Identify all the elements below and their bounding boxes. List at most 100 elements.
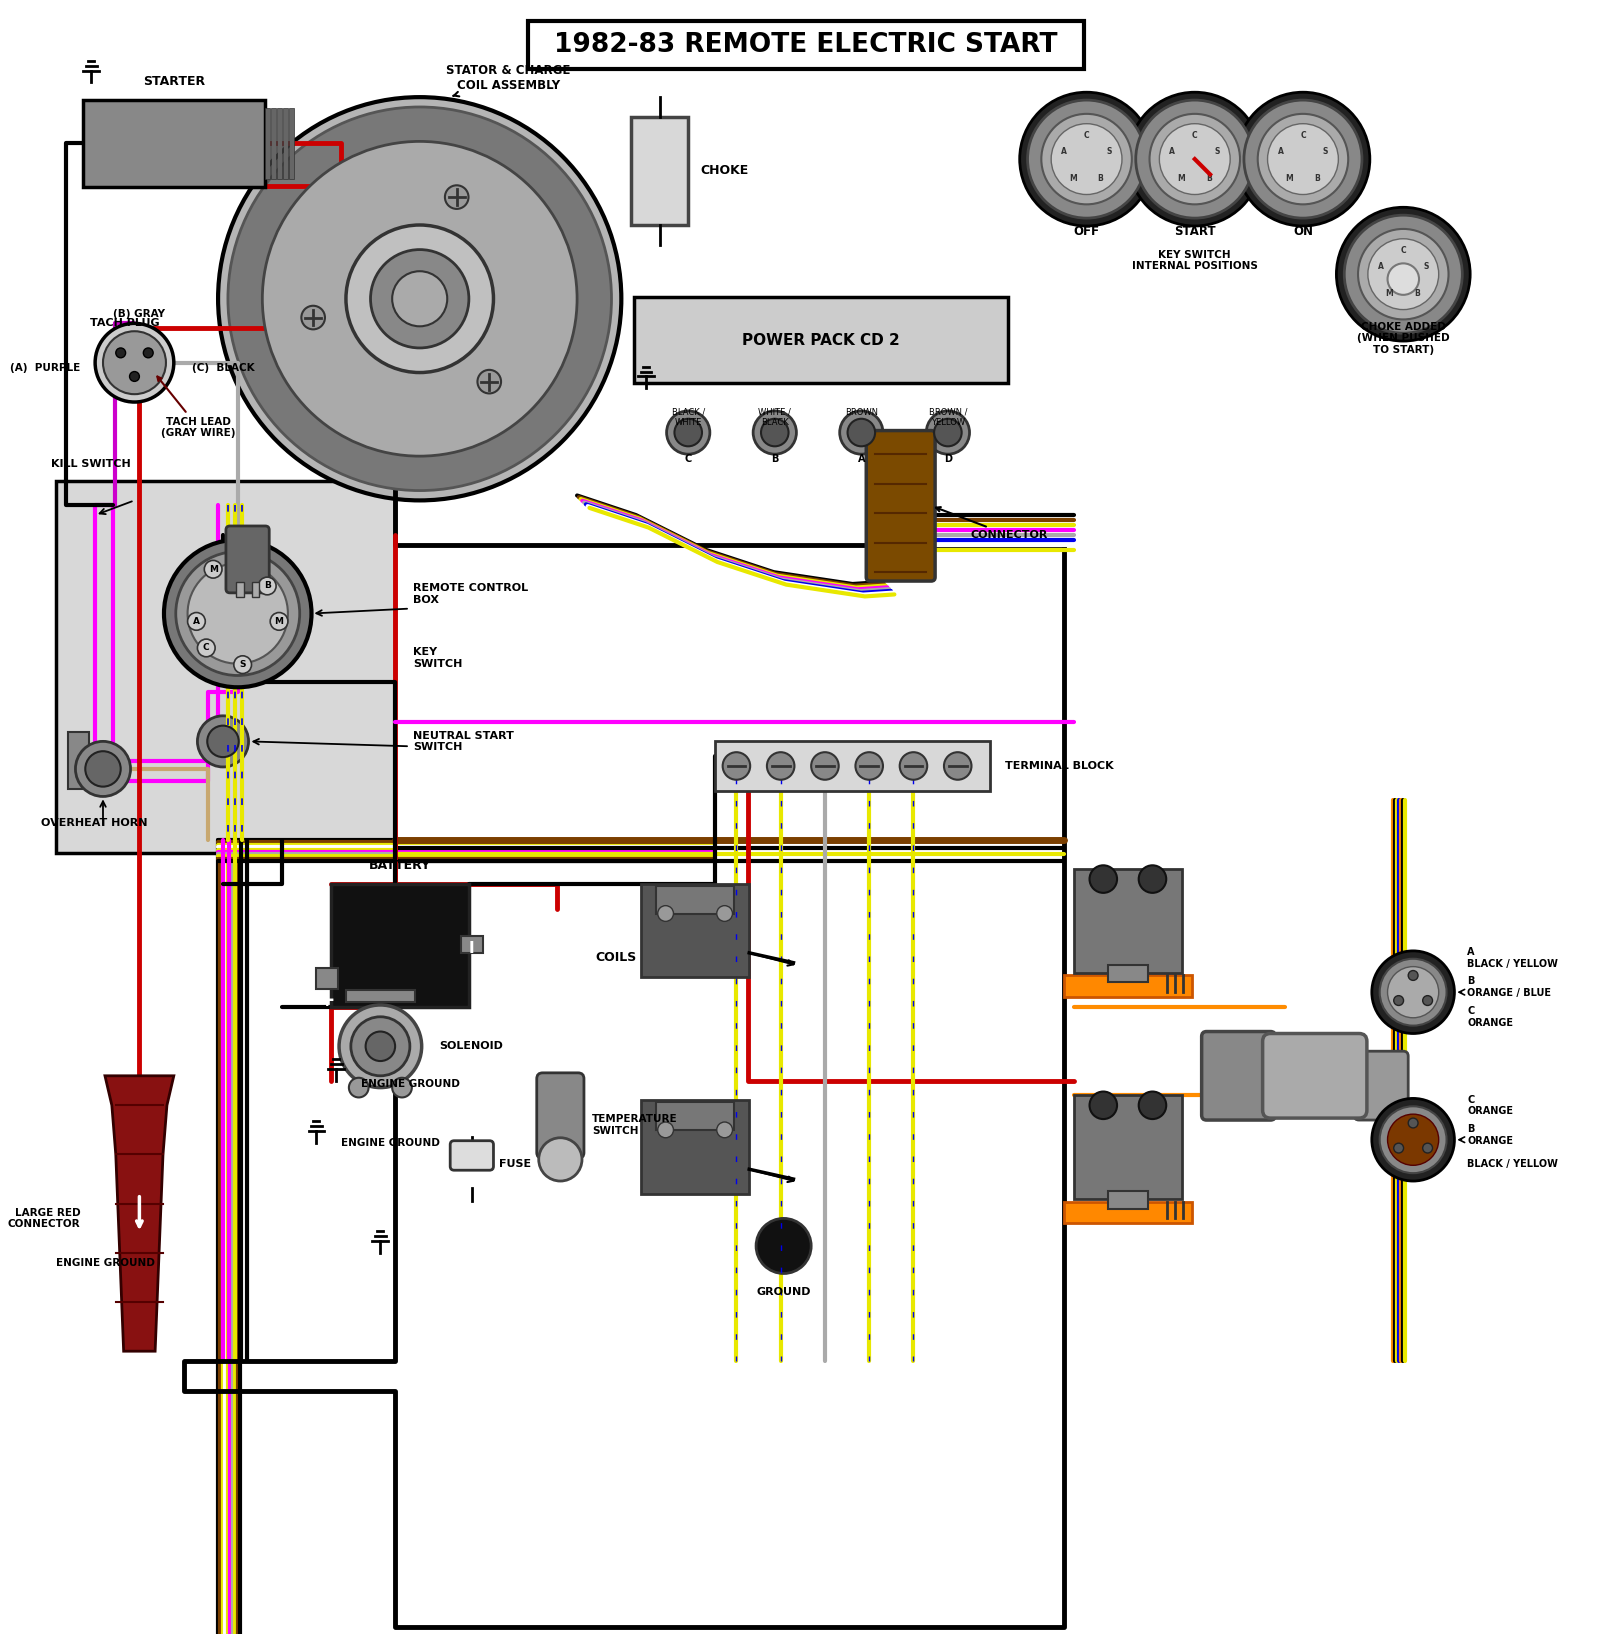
Text: D: D <box>944 453 952 465</box>
Circle shape <box>102 331 166 394</box>
Circle shape <box>840 410 883 455</box>
Circle shape <box>349 1078 368 1098</box>
Bar <box>346 990 414 1002</box>
Circle shape <box>926 410 970 455</box>
Circle shape <box>197 715 248 766</box>
Circle shape <box>717 1122 733 1137</box>
Bar <box>642 883 749 977</box>
Circle shape <box>144 348 154 358</box>
Circle shape <box>85 751 120 786</box>
Text: 1982-83 REMOTE ELECTRIC START: 1982-83 REMOTE ELECTRIC START <box>554 31 1058 58</box>
Text: M: M <box>1178 173 1184 183</box>
Circle shape <box>130 371 139 381</box>
Circle shape <box>934 419 962 447</box>
Circle shape <box>187 564 288 664</box>
Circle shape <box>658 1122 674 1137</box>
Text: NEUTRAL START
SWITCH: NEUTRAL START SWITCH <box>413 730 514 751</box>
Circle shape <box>1149 114 1240 204</box>
Text: BLACK / YELLOW: BLACK / YELLOW <box>1467 1159 1558 1170</box>
Circle shape <box>1371 1099 1454 1182</box>
Text: SOLENOID: SOLENOID <box>440 1042 504 1051</box>
Circle shape <box>176 552 299 676</box>
Text: B
ORANGE: B ORANGE <box>1467 1124 1514 1145</box>
Circle shape <box>1237 92 1370 226</box>
Circle shape <box>371 249 469 348</box>
Circle shape <box>1267 124 1338 194</box>
Bar <box>1064 976 1192 997</box>
Text: C: C <box>1083 130 1090 140</box>
Text: M: M <box>208 565 218 574</box>
Bar <box>270 109 277 178</box>
Bar <box>277 109 282 178</box>
Circle shape <box>1387 967 1438 1018</box>
Circle shape <box>1042 114 1131 204</box>
FancyBboxPatch shape <box>450 1140 493 1170</box>
Circle shape <box>1160 124 1230 194</box>
Bar <box>290 109 294 178</box>
Text: B: B <box>1206 173 1211 183</box>
Circle shape <box>848 419 875 447</box>
Circle shape <box>339 1005 422 1088</box>
FancyBboxPatch shape <box>536 1073 584 1159</box>
Text: C: C <box>1301 130 1306 140</box>
Circle shape <box>445 185 469 209</box>
Circle shape <box>1387 264 1419 295</box>
Text: C
ORANGE: C ORANGE <box>1467 1094 1514 1116</box>
Circle shape <box>1408 1117 1418 1127</box>
Text: KEY
SWITCH: KEY SWITCH <box>413 648 462 669</box>
Bar <box>283 109 288 178</box>
Text: POWER PACK CD 2: POWER PACK CD 2 <box>742 333 899 348</box>
Circle shape <box>1344 216 1462 333</box>
Circle shape <box>346 226 493 372</box>
Circle shape <box>1136 101 1254 218</box>
Circle shape <box>762 419 789 447</box>
FancyBboxPatch shape <box>226 526 269 593</box>
Bar <box>266 109 270 178</box>
Circle shape <box>1368 239 1438 310</box>
Text: STATOR & CHARGE
COIL ASSEMBLY: STATOR & CHARGE COIL ASSEMBLY <box>446 64 571 96</box>
Bar <box>317 967 338 989</box>
Text: M: M <box>1285 173 1293 183</box>
Bar <box>656 887 734 913</box>
Circle shape <box>675 419 702 447</box>
Text: CHOKE ADDED
(WHEN PUSHED
TO START): CHOKE ADDED (WHEN PUSHED TO START) <box>1357 321 1450 354</box>
Circle shape <box>163 541 312 687</box>
Circle shape <box>218 97 621 501</box>
Bar <box>251 582 259 597</box>
Bar <box>83 101 266 186</box>
Circle shape <box>1387 1114 1438 1165</box>
Text: WHITE /
BLACK: WHITE / BLACK <box>758 409 792 427</box>
Circle shape <box>856 751 883 780</box>
Text: B: B <box>1414 288 1421 298</box>
Circle shape <box>1371 951 1454 1033</box>
Circle shape <box>1128 92 1262 226</box>
Text: BLACK /
WHITE: BLACK / WHITE <box>672 409 706 427</box>
Bar <box>630 117 688 226</box>
Polygon shape <box>106 1076 174 1351</box>
Text: BROWN /
YELLOW: BROWN / YELLOW <box>928 409 966 427</box>
Bar <box>528 21 1083 69</box>
Circle shape <box>539 1137 582 1182</box>
Bar <box>67 732 90 789</box>
Circle shape <box>205 560 222 578</box>
FancyBboxPatch shape <box>1262 1033 1366 1117</box>
Circle shape <box>811 751 838 780</box>
Circle shape <box>1422 995 1432 1005</box>
Circle shape <box>477 369 501 394</box>
Bar <box>331 883 469 1007</box>
Circle shape <box>667 410 710 455</box>
Text: (C)  BLACK: (C) BLACK <box>192 363 254 372</box>
Text: A: A <box>1170 147 1176 157</box>
Text: C: C <box>203 643 210 653</box>
Circle shape <box>754 410 797 455</box>
Text: A: A <box>1277 147 1283 157</box>
Text: S: S <box>1214 147 1219 157</box>
Bar <box>642 1101 749 1193</box>
Text: BATTERY: BATTERY <box>370 859 430 872</box>
Circle shape <box>392 1078 411 1098</box>
Circle shape <box>1379 959 1446 1025</box>
Circle shape <box>366 1032 395 1061</box>
Circle shape <box>94 323 174 402</box>
FancyBboxPatch shape <box>866 430 934 582</box>
Text: B: B <box>1314 173 1320 183</box>
